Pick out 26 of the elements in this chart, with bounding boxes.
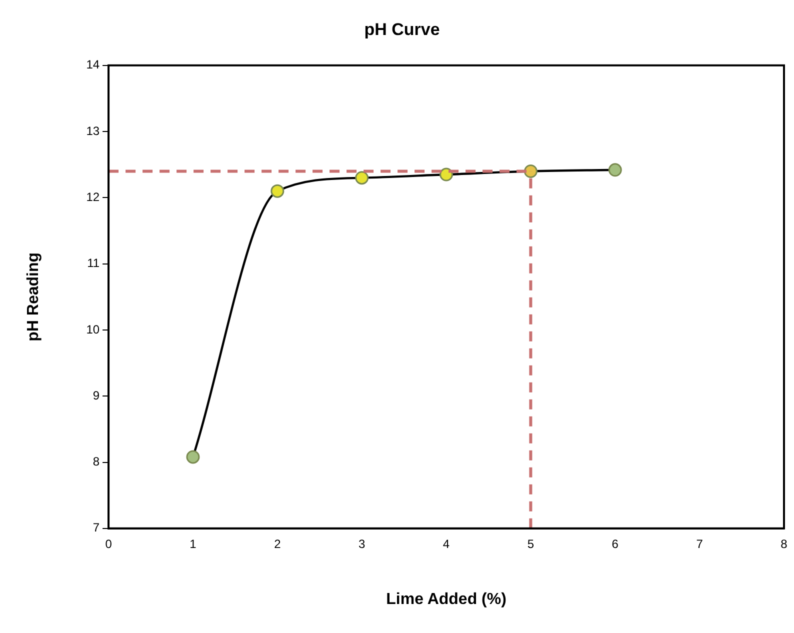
- x-tick-label: 2: [274, 536, 282, 551]
- x-tick-label: 4: [442, 536, 450, 551]
- y-tick-label: 11: [87, 256, 100, 270]
- x-tick-label: 8: [780, 536, 788, 551]
- y-tick-label: 10: [86, 322, 100, 336]
- x-axis-title: Lime Added (%): [386, 590, 506, 608]
- x-tick-label: 1: [190, 536, 197, 551]
- point: [608, 163, 622, 177]
- point: [186, 450, 200, 464]
- y-tick-label: 13: [86, 124, 100, 138]
- x-tick-label: 0: [105, 536, 112, 551]
- x-tick-label: 3: [358, 536, 366, 551]
- y-tick-label: 9: [92, 388, 100, 402]
- x-tick-label: 7: [696, 536, 704, 551]
- y-tick-label: 14: [86, 58, 100, 72]
- x-tick-label: 5: [527, 536, 534, 551]
- point: [440, 168, 454, 182]
- x-tick-label: 6: [612, 536, 619, 551]
- chart-title: pH Curve: [364, 20, 440, 39]
- point: [355, 171, 369, 185]
- point: [524, 164, 538, 178]
- y-axis-title: pH Reading: [25, 252, 42, 342]
- y-tick-label: 8: [92, 454, 100, 469]
- y-tick-label: 7: [92, 520, 100, 535]
- point: [270, 184, 284, 198]
- y-tick-label: 12: [86, 190, 100, 204]
